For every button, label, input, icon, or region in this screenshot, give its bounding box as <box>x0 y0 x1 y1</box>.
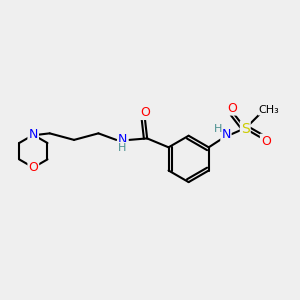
Text: O: O <box>227 102 237 115</box>
Text: N: N <box>28 128 38 141</box>
Text: S: S <box>241 122 250 136</box>
Text: O: O <box>28 161 38 174</box>
Text: N: N <box>28 128 38 141</box>
Text: CH₃: CH₃ <box>259 105 279 115</box>
Text: H: H <box>213 124 222 134</box>
Text: O: O <box>261 135 271 148</box>
Text: N: N <box>118 134 128 146</box>
Text: O: O <box>140 106 150 119</box>
Text: H: H <box>118 143 127 153</box>
Text: N: N <box>221 128 231 141</box>
